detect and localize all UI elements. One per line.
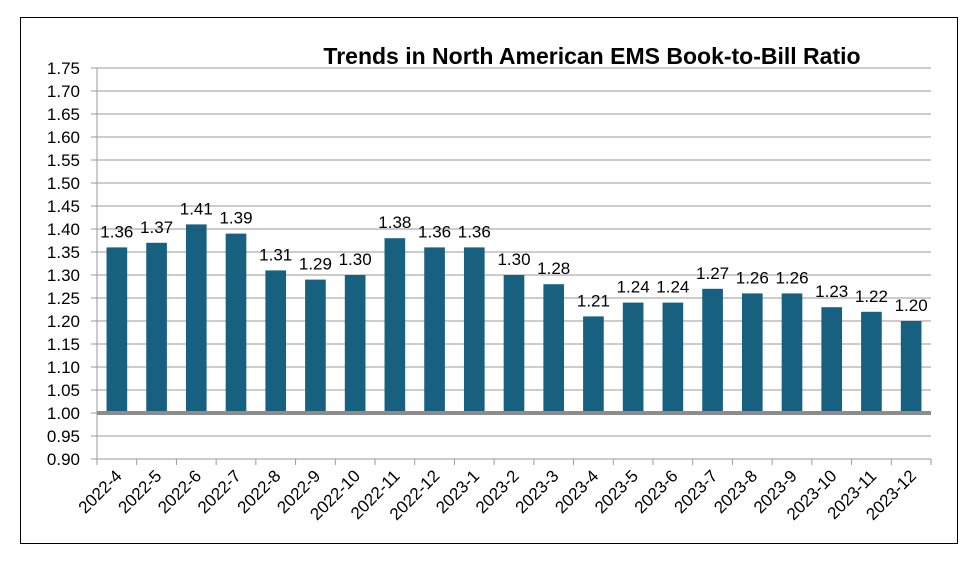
- x-tick-label: 2023-2: [472, 466, 523, 517]
- bar: [622, 302, 644, 413]
- y-tick-label: 1.30: [47, 266, 80, 285]
- bar: [463, 247, 485, 413]
- x-tick-label: 2023-8: [710, 466, 761, 517]
- y-tick-label: 1.45: [47, 197, 80, 216]
- bar: [146, 242, 167, 413]
- y-tick-label: 1.10: [47, 358, 80, 377]
- bar: [384, 238, 406, 413]
- x-axis-tick-labels: 2022-42022-52022-62022-72022-82022-92022…: [75, 466, 920, 524]
- bar-chart: Trends in North American EMS Book-to-Bil…: [47, 43, 932, 524]
- data-label: 1.41: [180, 199, 213, 218]
- bar: [741, 293, 763, 413]
- data-label: 1.39: [219, 209, 252, 228]
- bar: [265, 270, 287, 413]
- bar: [861, 311, 882, 413]
- x-tick-label: 2023-5: [591, 466, 642, 517]
- data-label: 1.26: [775, 268, 808, 287]
- y-tick-label: 1.55: [47, 151, 80, 170]
- bar: [305, 279, 326, 413]
- data-label: 1.26: [736, 268, 769, 287]
- x-tick-label: 2023-1: [432, 466, 483, 517]
- x-tick-label: 2022-8: [234, 466, 285, 517]
- x-tick-label: 2022-7: [194, 466, 245, 517]
- x-tick-label: 2023-7: [671, 466, 722, 517]
- bar: [821, 307, 843, 413]
- y-tick-label: 0.90: [47, 450, 80, 469]
- y-tick-label: 1.50: [47, 174, 80, 193]
- bar: [503, 275, 525, 413]
- data-label: 1.36: [458, 222, 491, 241]
- data-label: 1.24: [617, 278, 650, 297]
- y-tick-label: 1.60: [47, 128, 80, 147]
- bar: [781, 293, 803, 413]
- y-tick-label: 1.65: [47, 105, 80, 124]
- data-label: 1.21: [577, 291, 610, 310]
- data-label: 1.30: [339, 250, 372, 269]
- chart-frame: Trends in North American EMS Book-to-Bil…: [20, 17, 958, 544]
- data-label: 1.36: [418, 222, 451, 241]
- bar: [900, 321, 922, 413]
- data-label: 1.36: [100, 222, 133, 241]
- bar: [185, 224, 207, 413]
- x-tick-label: 2022-4: [75, 466, 126, 517]
- x-tick-label: 2022-5: [115, 466, 166, 517]
- y-tick-label: 1.00: [47, 404, 80, 423]
- data-label: 1.38: [378, 213, 411, 232]
- y-tick-label: 1.75: [47, 59, 80, 78]
- bars: [106, 224, 922, 413]
- bar: [106, 247, 128, 413]
- bar: [543, 284, 565, 413]
- y-tick-label: 0.95: [47, 427, 80, 446]
- x-tick-label: 2023-3: [512, 466, 563, 517]
- data-label: 1.22: [855, 287, 888, 306]
- data-label: 1.37: [140, 218, 173, 237]
- data-label: 1.31: [259, 245, 292, 264]
- y-tick-label: 1.05: [47, 381, 80, 400]
- data-label: 1.30: [497, 250, 530, 269]
- bar: [702, 288, 723, 413]
- bar: [424, 247, 445, 413]
- y-tick-label: 1.20: [47, 312, 80, 331]
- x-tick-label: 2023-4: [551, 466, 602, 517]
- bar: [662, 302, 684, 413]
- y-tick-label: 1.15: [47, 335, 80, 354]
- x-tick-label: 2022-6: [154, 466, 205, 517]
- data-label: 1.23: [815, 282, 848, 301]
- data-label: 1.20: [895, 296, 928, 315]
- y-axis-tick-labels: 1.75 1.70 1.65 1.60 1.55 1.50 1.45 1.40 1.35 1.30…: [47, 59, 80, 469]
- bar: [583, 316, 604, 413]
- data-label: 1.27: [696, 264, 729, 283]
- data-label: 1.28: [537, 259, 570, 278]
- x-tick-label: 2023-6: [631, 466, 682, 517]
- data-labels: 1.36 1.37 1.41 1.39 1.31 1.29 1.30 1.38 1.36 1.36…: [100, 199, 927, 315]
- bar: [225, 233, 247, 413]
- y-tick-label: 1.70: [47, 82, 80, 101]
- bar: [344, 275, 366, 413]
- y-tick-label: 1.40: [47, 220, 80, 239]
- data-label: 1.24: [656, 278, 689, 297]
- data-label: 1.29: [299, 255, 332, 274]
- chart-title: Trends in North American EMS Book-to-Bil…: [323, 43, 860, 69]
- y-tick-label: 1.25: [47, 289, 80, 308]
- y-tick-label: 1.35: [47, 243, 80, 262]
